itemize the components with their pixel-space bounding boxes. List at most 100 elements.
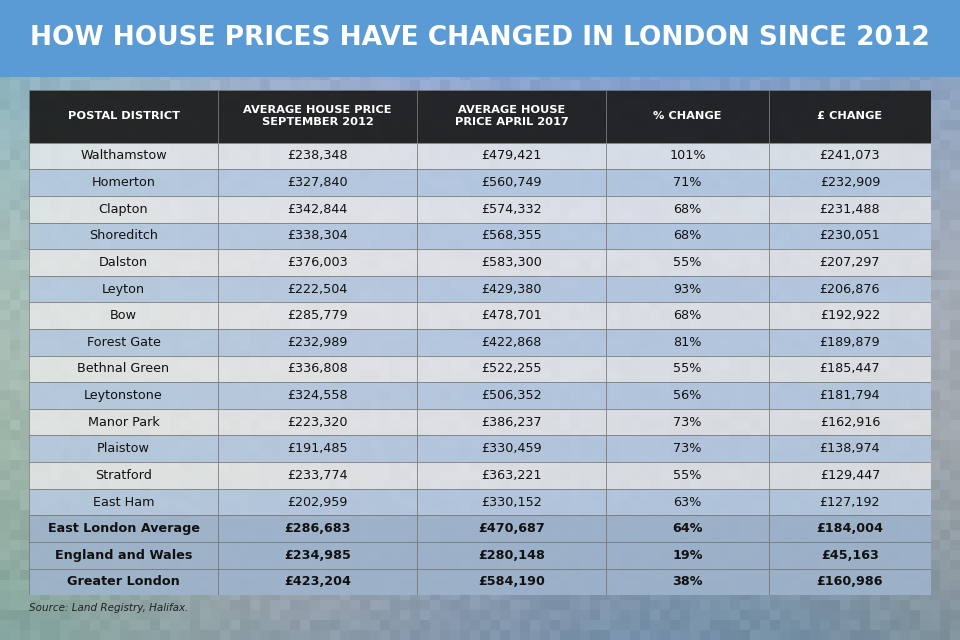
Bar bbox=[218, 542, 417, 568]
Bar bbox=[218, 329, 417, 356]
Text: £285,779: £285,779 bbox=[287, 309, 348, 322]
Text: £241,073: £241,073 bbox=[820, 150, 880, 163]
Text: £423,204: £423,204 bbox=[284, 575, 351, 588]
Bar bbox=[218, 568, 417, 595]
Bar bbox=[607, 249, 769, 276]
Bar bbox=[417, 542, 607, 568]
Text: AVERAGE HOUSE
PRICE APRIL 2017: AVERAGE HOUSE PRICE APRIL 2017 bbox=[455, 106, 568, 127]
Text: £233,774: £233,774 bbox=[287, 469, 348, 482]
Text: £138,974: £138,974 bbox=[820, 442, 880, 455]
Text: 38%: 38% bbox=[672, 575, 703, 588]
Text: Greater London: Greater London bbox=[67, 575, 180, 588]
Bar bbox=[769, 329, 931, 356]
Bar bbox=[417, 462, 607, 489]
Text: £327,840: £327,840 bbox=[287, 176, 348, 189]
Bar bbox=[29, 382, 218, 409]
Bar bbox=[218, 223, 417, 249]
Text: £232,909: £232,909 bbox=[820, 176, 880, 189]
Bar bbox=[417, 276, 607, 302]
Text: 73%: 73% bbox=[673, 416, 702, 429]
Bar bbox=[29, 568, 218, 595]
Bar bbox=[607, 515, 769, 542]
Bar bbox=[607, 276, 769, 302]
Text: £506,352: £506,352 bbox=[481, 389, 541, 402]
Text: £ CHANGE: £ CHANGE bbox=[817, 111, 882, 121]
Text: £568,355: £568,355 bbox=[481, 229, 542, 243]
Bar bbox=[607, 170, 769, 196]
Text: % CHANGE: % CHANGE bbox=[654, 111, 722, 121]
Bar bbox=[769, 170, 931, 196]
Text: £336,808: £336,808 bbox=[287, 362, 348, 376]
Bar bbox=[769, 568, 931, 595]
Bar bbox=[769, 542, 931, 568]
Bar bbox=[607, 489, 769, 515]
Bar bbox=[29, 489, 218, 515]
Text: £376,003: £376,003 bbox=[287, 256, 348, 269]
Bar bbox=[417, 356, 607, 382]
Text: 101%: 101% bbox=[669, 150, 706, 163]
Bar bbox=[417, 249, 607, 276]
Bar bbox=[769, 515, 931, 542]
Bar bbox=[607, 382, 769, 409]
Text: POSTAL DISTRICT: POSTAL DISTRICT bbox=[67, 111, 180, 121]
Text: 68%: 68% bbox=[673, 309, 702, 322]
Bar bbox=[607, 143, 769, 170]
Bar bbox=[218, 356, 417, 382]
Bar bbox=[769, 196, 931, 223]
Text: Forest Gate: Forest Gate bbox=[86, 336, 160, 349]
Text: Homerton: Homerton bbox=[91, 176, 156, 189]
Text: 93%: 93% bbox=[673, 283, 702, 296]
Text: £470,687: £470,687 bbox=[478, 522, 545, 535]
Bar bbox=[769, 143, 931, 170]
Bar bbox=[29, 223, 218, 249]
Text: East London Average: East London Average bbox=[48, 522, 200, 535]
Text: £184,004: £184,004 bbox=[817, 522, 883, 535]
Text: £45,163: £45,163 bbox=[821, 548, 879, 562]
Bar bbox=[29, 143, 218, 170]
Text: £234,985: £234,985 bbox=[284, 548, 351, 562]
Bar bbox=[769, 382, 931, 409]
Text: 55%: 55% bbox=[673, 362, 702, 376]
Bar bbox=[29, 435, 218, 462]
Text: £330,152: £330,152 bbox=[481, 495, 542, 509]
Text: £324,558: £324,558 bbox=[287, 389, 348, 402]
Bar bbox=[29, 302, 218, 329]
Text: 68%: 68% bbox=[673, 203, 702, 216]
Bar bbox=[607, 568, 769, 595]
Bar bbox=[218, 170, 417, 196]
Text: Clapton: Clapton bbox=[99, 203, 149, 216]
Text: £202,959: £202,959 bbox=[287, 495, 348, 509]
Bar bbox=[29, 90, 218, 143]
Bar bbox=[29, 542, 218, 568]
Bar bbox=[417, 143, 607, 170]
Text: £560,749: £560,749 bbox=[481, 176, 541, 189]
Text: £162,916: £162,916 bbox=[820, 416, 880, 429]
Text: £129,447: £129,447 bbox=[820, 469, 880, 482]
Bar bbox=[29, 276, 218, 302]
Text: £584,190: £584,190 bbox=[478, 575, 545, 588]
Bar bbox=[218, 435, 417, 462]
Bar bbox=[769, 435, 931, 462]
Text: Source: Land Registry, Halifax.: Source: Land Registry, Halifax. bbox=[29, 603, 188, 612]
Text: Walthamstow: Walthamstow bbox=[81, 150, 167, 163]
Text: £478,701: £478,701 bbox=[481, 309, 542, 322]
Text: 71%: 71% bbox=[673, 176, 702, 189]
Text: 19%: 19% bbox=[672, 548, 703, 562]
Text: East Ham: East Ham bbox=[93, 495, 155, 509]
Text: £479,421: £479,421 bbox=[481, 150, 541, 163]
Bar bbox=[607, 409, 769, 435]
Bar bbox=[417, 568, 607, 595]
Bar bbox=[607, 329, 769, 356]
Text: £342,844: £342,844 bbox=[287, 203, 348, 216]
Bar bbox=[29, 249, 218, 276]
Bar bbox=[29, 356, 218, 382]
Text: Leytonstone: Leytonstone bbox=[84, 389, 163, 402]
Text: £386,237: £386,237 bbox=[481, 416, 541, 429]
Bar bbox=[769, 489, 931, 515]
Bar bbox=[417, 223, 607, 249]
Bar bbox=[29, 515, 218, 542]
Text: AVERAGE HOUSE PRICE
SEPTEMBER 2012: AVERAGE HOUSE PRICE SEPTEMBER 2012 bbox=[243, 106, 392, 127]
Text: 55%: 55% bbox=[673, 469, 702, 482]
Bar bbox=[417, 302, 607, 329]
Bar bbox=[417, 170, 607, 196]
